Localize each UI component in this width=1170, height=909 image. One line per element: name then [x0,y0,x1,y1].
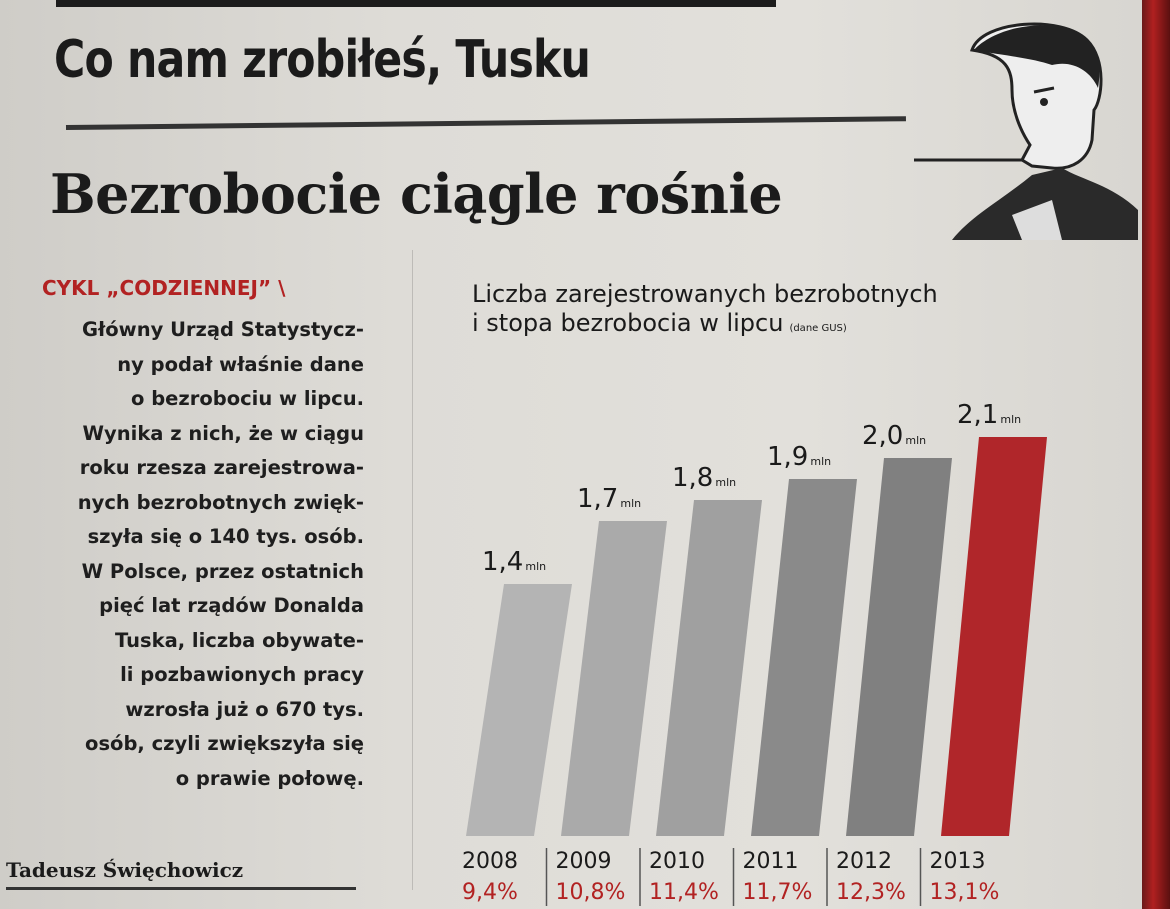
subheadline: Bezrobocie ciągle rośnie [50,162,783,226]
body-line: Wynika z nich, że w ciągu [82,421,364,445]
rate-label-2012: 12,3% [836,880,906,905]
bar-2013 [941,437,1047,836]
rate-label-2010: 11,4% [649,880,719,905]
body-line: Tuska, liczba obywate- [114,628,364,652]
body-line: Główny Urząd Statystycz- [82,318,364,341]
body-line: osób, czyli zwiększyła się [85,732,364,755]
author-byline: Tadeusz Święchowicz [6,858,244,882]
year-label-2008: 2008 [462,849,518,874]
body-line: pięć lat rządów Donalda [99,594,364,617]
chart-title-line-1: Liczba zarejestrowanych bezrobotnych [472,280,938,308]
value-label-2011: 1,9 mln [767,442,831,472]
headline: Co nam zrobiłeś, Tusku [54,30,591,90]
chart-source: (dane GUS) [789,323,847,334]
column-divider [412,250,413,890]
byline-rule [6,887,356,890]
body-line: o bezrobociu w lipcu. [131,387,364,410]
top-rule [56,0,776,7]
value-label-2010: 1,8 mln [672,463,736,493]
body-line: W Polsce, przez ostatnich [81,559,364,583]
background-edge [1142,0,1170,909]
value-label-2012: 2,0 mln [862,421,926,451]
chart-title-line-2: i stopa bezrobocia w lipcu [472,309,784,337]
rate-label-2009: 10,8% [556,880,626,905]
year-label-2012: 2012 [836,849,892,874]
article-body: Główny Urząd Statystycz-ny podał właśnie… [34,313,364,796]
value-label-2009: 1,7 mln [577,484,641,514]
rate-label-2013: 13,1% [930,880,1000,905]
bar-2011 [751,479,857,836]
bar-2008 [466,584,572,836]
body-line: o prawie połowę. [175,766,364,790]
body-line: szyła się o 140 tys. osób. [87,525,364,548]
year-label-2009: 2009 [556,849,612,874]
year-label-2013: 2013 [930,849,986,874]
body-line: nych bezrobotnych zwięk- [77,490,364,514]
body-line: wzrosła już o 670 tys. [125,697,364,721]
body-line: roku rzesza zarejestrowa- [79,456,364,479]
series-kicker: CYKL „CODZIENNEJ” \ [42,276,286,300]
bar-2009 [561,521,667,836]
body-line: ny podał właśnie dane [117,352,364,376]
bar-2012 [846,458,952,836]
value-label-2008: 1,4 mln [482,547,546,577]
rate-label-2008: 9,4% [462,880,518,905]
year-label-2011: 2011 [743,849,799,874]
bar-2010 [656,500,762,836]
chart-title: Liczba zarejestrowanych bezrobotnych i s… [472,280,1072,343]
portrait-caricature [914,22,1138,240]
body-line: li pozbawionych pracy [120,663,364,686]
year-label-2010: 2010 [649,849,705,874]
value-label-2013: 2,1 mln [957,400,1021,430]
rate-label-2011: 11,7% [743,880,813,905]
